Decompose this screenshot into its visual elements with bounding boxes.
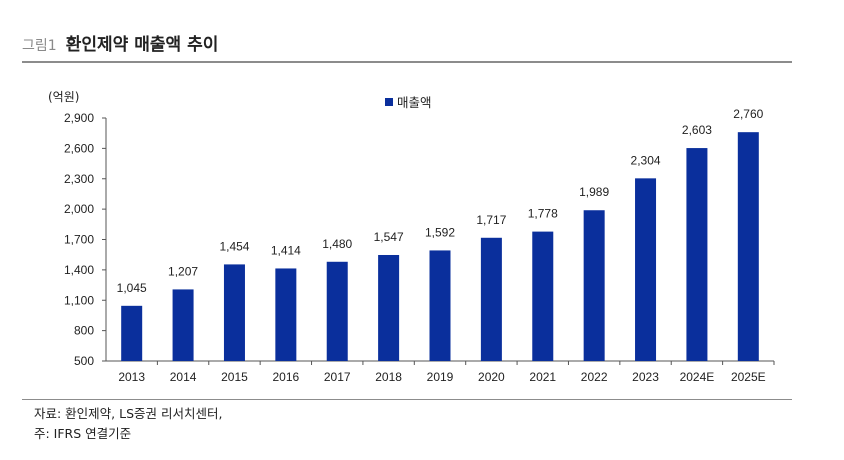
bar <box>326 261 348 361</box>
legend-swatch <box>385 98 393 106</box>
y-tick-label: 2,000 <box>64 202 94 216</box>
bar <box>532 231 554 361</box>
figure-title: 환인제약 매출액 추이 <box>65 35 219 55</box>
chart-legend: 매출액 <box>385 92 432 111</box>
data-label: 2,304 <box>631 153 661 167</box>
x-tick-label: 2019 <box>427 370 454 384</box>
data-label: 1,989 <box>579 185 609 199</box>
x-tick-label: 2025E <box>731 370 766 384</box>
x-tick-label: 2018 <box>375 370 402 384</box>
y-axis-unit: (억원) <box>48 90 80 104</box>
bar <box>583 210 605 361</box>
source-note: 자료: 환인제약, LS증권 리서치센터, <box>34 406 223 421</box>
figure-number: 그림1 <box>22 38 57 54</box>
x-tick-label: 2023 <box>632 370 659 384</box>
y-tick-label: 800 <box>74 324 94 338</box>
x-tick-label: 2016 <box>272 370 299 384</box>
figure-header: 그림1 환인제약 매출액 추이 <box>22 30 218 56</box>
bar <box>275 268 297 361</box>
data-label: 2,760 <box>733 107 763 121</box>
x-tick-label: 2015 <box>221 370 248 384</box>
bar <box>737 132 759 361</box>
bar <box>635 178 657 361</box>
y-tick-label: 1,100 <box>64 293 94 307</box>
data-label: 1,414 <box>271 243 301 257</box>
x-tick-label: 2021 <box>529 370 556 384</box>
y-tick-label: 2,300 <box>64 172 94 186</box>
x-tick-label: 2017 <box>324 370 351 384</box>
x-tick-label: 2013 <box>118 370 145 384</box>
data-label: 1,592 <box>425 225 455 239</box>
x-tick-label: 2014 <box>170 370 197 384</box>
bar <box>121 305 143 361</box>
data-label: 1,207 <box>168 264 198 278</box>
data-label: 2,603 <box>682 123 712 137</box>
bar-chart: 500 800 1,100 1,400 1,700 2,000 2,300 2,600 2,90… <box>64 107 775 384</box>
data-label: 1,480 <box>322 237 352 251</box>
footnotes: 자료: 환인제약, LS증권 리서치센터, 주: IFRS 연결기준 <box>34 404 222 444</box>
bar <box>686 148 708 361</box>
y-tick-label: 1,700 <box>64 233 94 247</box>
data-label: 1,454 <box>219 239 249 253</box>
bar <box>223 264 245 361</box>
data-label: 1,045 <box>117 281 147 295</box>
y-tick-label: 1,400 <box>64 263 94 277</box>
x-tick-label: 2024E <box>680 370 715 384</box>
bottom-divider <box>22 399 792 400</box>
x-tick-label: 2020 <box>478 370 505 384</box>
bar <box>480 237 502 361</box>
basis-note: 주: IFRS 연결기준 <box>34 426 132 441</box>
data-label: 1,778 <box>528 207 558 221</box>
data-label: 1,717 <box>476 213 506 227</box>
y-tick-label: 500 <box>74 354 94 368</box>
bar <box>172 289 194 361</box>
x-tick-label: 2022 <box>581 370 608 384</box>
y-tick-label: 2,600 <box>64 141 94 155</box>
data-label: 1,547 <box>374 230 404 244</box>
y-tick-label: 2,900 <box>64 111 94 125</box>
legend-label: 매출액 <box>397 95 432 110</box>
bar <box>429 250 451 361</box>
bar <box>378 254 400 361</box>
top-divider <box>22 61 792 63</box>
